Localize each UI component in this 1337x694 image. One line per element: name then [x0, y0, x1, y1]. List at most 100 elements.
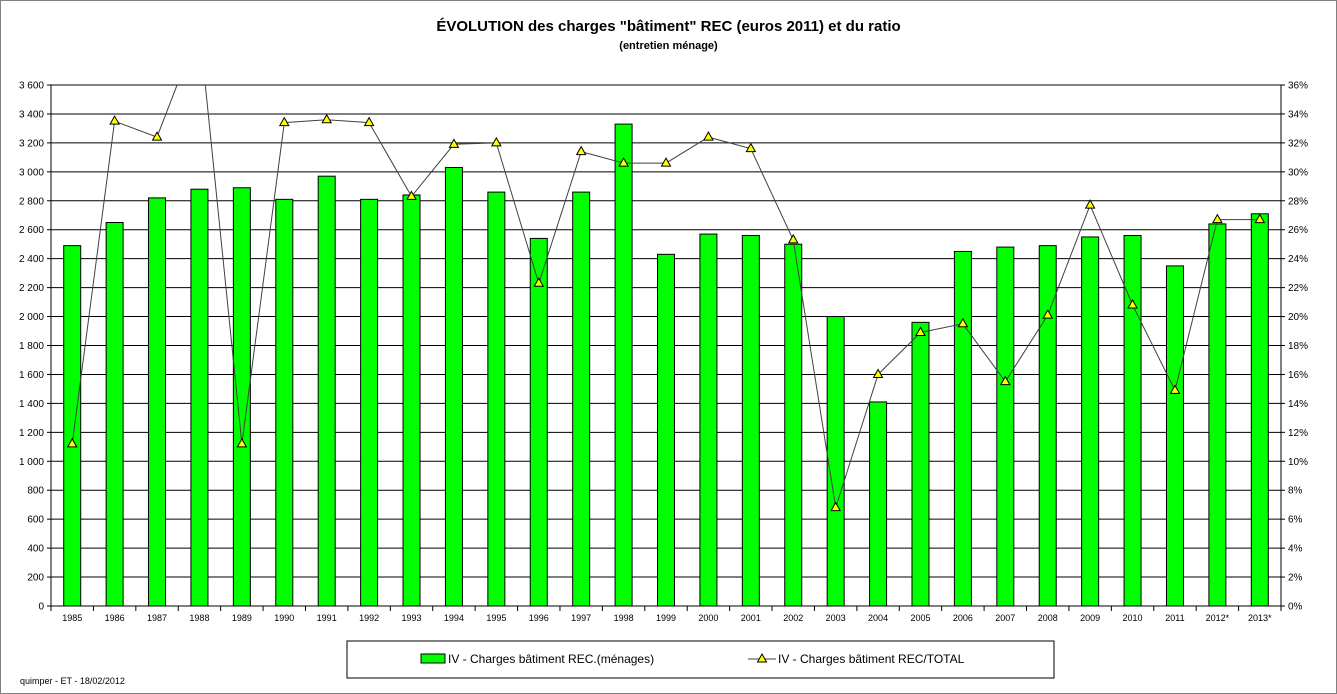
y-left-tick-label: 0: [38, 602, 44, 613]
y-right-tick-label: 4%: [1288, 544, 1303, 555]
x-tick-label: 2006: [953, 613, 973, 623]
legend-label-bars: IV - Charges bâtiment REC.(ménages): [448, 652, 654, 666]
y-right-tick-label: 20%: [1288, 312, 1308, 323]
y-right-tick-label: 30%: [1288, 167, 1308, 178]
bar: [869, 401, 888, 607]
bar: [911, 321, 930, 607]
y-left-tick-label: 3 400: [19, 109, 44, 120]
y-left-tick-label: 2 600: [19, 225, 44, 236]
legend-marker-icon: [756, 652, 768, 663]
ratio-point: [533, 277, 545, 287]
y-left-tick-label: 200: [27, 573, 44, 584]
bar: [699, 233, 718, 607]
y-right-tick-label: 22%: [1288, 283, 1308, 294]
bar: [487, 191, 506, 607]
axes: 0 0% 200 2% 400 4% 600 6% 800 8% 1 000 10% 1 200 12% 1…: [19, 81, 1308, 624]
ratio-point: [363, 116, 375, 127]
bar: [360, 198, 379, 607]
bar: [529, 237, 548, 607]
x-tick-label: 2004: [868, 613, 888, 623]
x-tick-label: 1995: [486, 613, 506, 623]
bar: [190, 188, 209, 607]
y-right-tick-label: 32%: [1288, 138, 1308, 149]
ratio-point: [490, 136, 502, 147]
ratio-line-series: [66, 85, 1266, 512]
y-left-tick-label: 1 400: [19, 399, 44, 410]
x-tick-label: 2012*: [1206, 613, 1230, 623]
y-left-tick-label: 1 800: [19, 341, 44, 352]
bar: [402, 194, 421, 607]
y-right-tick-label: 0%: [1288, 602, 1303, 613]
ratio-point: [703, 131, 714, 141]
x-tick-label: 1998: [614, 613, 634, 623]
bar: [826, 316, 845, 607]
legend-label-line: IV - Charges bâtiment REC/TOTAL: [778, 652, 965, 666]
y-left-tick-label: 3 200: [19, 138, 44, 149]
bar: [275, 198, 294, 607]
legend-box: [346, 640, 1055, 679]
x-tick-label: 1993: [402, 613, 422, 623]
credit-note: quimper - ET - 18/02/2012: [20, 676, 125, 686]
bar: [1250, 213, 1269, 607]
bar: [741, 235, 760, 607]
x-tick-label: 1991: [317, 613, 337, 623]
y-right-tick-label: 26%: [1288, 225, 1308, 236]
ratio-point: [236, 437, 248, 448]
ratio-point: [151, 131, 163, 141]
y-left-tick-label: 2 400: [19, 254, 44, 265]
ratio-point: [660, 157, 672, 167]
bar: [657, 253, 675, 607]
ratio-point: [1084, 199, 1096, 209]
ratio-point: [109, 115, 120, 125]
bar: [996, 246, 1015, 607]
bar: [572, 191, 591, 607]
y-right-tick-label: 24%: [1288, 254, 1308, 265]
y-left-tick-label: 1 000: [19, 457, 44, 468]
y-left-tick-label: 2 800: [19, 196, 44, 207]
y-left-tick-label: 1 200: [19, 428, 44, 439]
x-tick-label: 1994: [444, 613, 464, 623]
bar: [614, 123, 633, 607]
ratio-point: [957, 317, 969, 328]
ratio-point: [1212, 213, 1223, 224]
y-right-tick-label: 36%: [1288, 81, 1308, 92]
ratio-point: [830, 501, 842, 512]
bar: [953, 250, 972, 607]
bar: [444, 166, 463, 607]
bar: [317, 175, 336, 607]
y-right-tick-label: 10%: [1288, 457, 1308, 468]
ratio-point: [1169, 384, 1181, 394]
x-tick-label: 2003: [826, 613, 846, 623]
x-tick-label: 2011: [1165, 613, 1184, 623]
y-right-tick-label: 2%: [1288, 573, 1303, 584]
x-tick-label: 2009: [1080, 613, 1100, 623]
x-tick-label: 1988: [189, 613, 209, 623]
ratio-point: [1254, 213, 1266, 224]
legend-bar-swatch: [420, 653, 446, 664]
x-tick-label: 1990: [274, 613, 294, 623]
bar: [1165, 265, 1184, 607]
y-right-tick-label: 28%: [1288, 196, 1308, 207]
y-right-tick-label: 18%: [1288, 341, 1308, 352]
ratio-point: [321, 113, 333, 124]
y-left-tick-label: 3 000: [19, 167, 44, 178]
x-tick-label: 1986: [105, 613, 125, 623]
ratio-point: [999, 375, 1011, 386]
x-tick-label: 2013*: [1248, 613, 1272, 623]
y-right-tick-label: 6%: [1288, 515, 1303, 526]
y-right-tick-label: 8%: [1288, 486, 1303, 497]
bar: [1208, 223, 1227, 607]
bar: [784, 243, 803, 607]
y-right-tick-label: 12%: [1288, 428, 1308, 439]
legend: IV - Charges bâtiment REC.(ménages) IV -…: [346, 640, 1055, 679]
x-tick-label: 1999: [656, 613, 676, 623]
y-left-tick-label: 2 000: [19, 312, 44, 323]
ratio-point: [787, 233, 799, 244]
y-left-tick-label: 800: [27, 486, 44, 497]
x-tick-label: 2000: [698, 613, 718, 623]
ratio-point: [745, 142, 757, 153]
y-left-tick-label: 600: [27, 515, 44, 526]
y-right-tick-label: 14%: [1288, 399, 1308, 410]
x-tick-label: 2005: [910, 613, 930, 623]
ratio-point: [278, 116, 290, 127]
